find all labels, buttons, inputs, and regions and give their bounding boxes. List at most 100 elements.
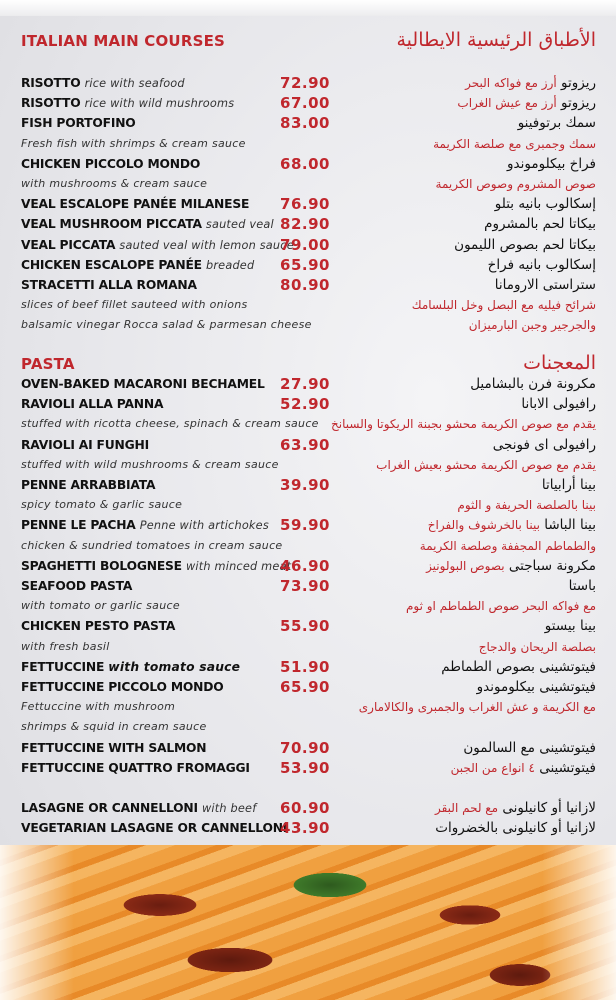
item-name-ar: بيكاتا لحم بالمشروم (484, 214, 596, 234)
item-name-ar: فيتوتشينى بيكلوموندو (477, 677, 596, 697)
item-name-ar: فراخ بيكلوموندو (507, 154, 596, 174)
item-name: FETTUCCINE QUATTRO FROMAGGI (21, 758, 250, 778)
item-name-ar-text: إسكالوب بانيه بتلو (494, 196, 596, 213)
item-name-text: FETTUCCINE WITH SALMON (21, 740, 207, 755)
menu-item-description: stuffed with ricotta cheese, spinach & c… (0, 414, 616, 434)
item-name: CHICKEN ESCALOPE PANÉE breaded (21, 255, 254, 276)
item-subtitle: with beef (201, 802, 257, 816)
item-price: 70.90 (280, 738, 330, 757)
menu-item: SEAFOOD PASTA 73.90 باستا (0, 576, 616, 596)
item-subtitle: Penne with artichokes (139, 519, 269, 533)
item-description-ar: سمك وجمبرى مع صلصة الكريمة (433, 136, 596, 151)
item-name-text: FETTUCCINE PICCOLO MONDO (21, 680, 224, 694)
item-description-ar: شرائح فيليه مع البصل وخل البلسامك (411, 298, 596, 313)
item-description-ar: يقدم مع صوص الكريمة محشو بجبنة الريكوتا … (331, 417, 596, 432)
menu-item: VEGETARIAN LASAGNE OR CANNELLONI 43.90 لاز… (0, 818, 616, 838)
item-name-ar: بينا الباشا بينا بالخرشوف والفراخ (428, 515, 596, 535)
item-name-ar-text: فيتوتشينى (539, 759, 596, 776)
menu-item-description: balsamic vinegar Rocca salad & parmesan … (0, 315, 616, 335)
item-subtitle-ar: أرز مع عيش الغراب (457, 96, 557, 111)
item-subtitle-ar: ٤ انواع من الجبن (450, 760, 535, 775)
menu-item: STRACETTI ALLA ROMANA 80.90 ستراستى الاروم… (0, 275, 616, 295)
item-name: VEAL ESCALOPE PANÉE MILANESE (21, 194, 249, 214)
item-name-text: LASAGNE OR CANNELLONI (21, 801, 198, 816)
item-subtitle-ar: مع لحم البقر (434, 801, 499, 816)
item-name-text: SEAFOOD PASTA (21, 579, 133, 593)
item-name-ar-text: سمك برتوفينو (517, 115, 596, 132)
item-description-ar: بينا بالصلصة الحريفة و الثوم (457, 498, 596, 513)
item-name-text: RISOTTO (21, 76, 81, 90)
item-name: RISOTTO rice with wild mushrooms (21, 93, 234, 114)
item-name: SEAFOOD PASTA (21, 576, 132, 596)
item-subtitle: with tomato sauce (108, 659, 241, 674)
item-name: RISOTTO rice with seafood (21, 73, 185, 94)
item-name: OVEN-BAKED MACARONI BECHAMEL (21, 374, 265, 394)
item-description: slices of beef fillet sauteed with onion… (21, 298, 248, 312)
item-name-ar: ريزوتو أرز مع فواكه البحر (465, 73, 596, 93)
item-name-text: FETTUCCINE QUATTRO FROMAGGI (21, 760, 250, 775)
item-name-text: RISOTTO (21, 96, 81, 111)
item-name-text: OVEN-BAKED MACARONI BECHAMEL (21, 377, 265, 391)
item-name-text: FETTUCCINE (21, 659, 105, 674)
item-name-text: SPAGHETTI BOLOGNESE (21, 558, 182, 573)
item-description-ar: يقدم مع صوص الكريمة محشو بعيش الغراب (376, 457, 596, 472)
item-description: chicken & sundried tomatoes in cream sau… (21, 538, 283, 552)
item-name-ar-text: بيكاتا لحم بصوص الليمون (454, 236, 596, 253)
item-name-ar-text: بينا أرابياتا (541, 477, 596, 493)
menu-item: FETTUCCINE with tomato sauce 51.90 فيتوتشي… (0, 657, 616, 677)
item-name-text: STRACETTI ALLA ROMANA (21, 278, 197, 292)
item-name-text: VEGETARIAN LASAGNE OR CANNELLONI (21, 821, 288, 836)
item-name-ar: سمك برتوفينو (518, 113, 596, 133)
item-name-ar-text: رافيولى اى فونجى (492, 436, 596, 453)
item-name-text: VEAL MUSHROOM PICCATA (21, 217, 202, 232)
item-name-ar: بينا أرابياتا (542, 475, 596, 495)
item-name-ar: بيكاتا لحم بصوص الليمون (454, 235, 596, 255)
item-description: with fresh basil (21, 639, 110, 653)
item-price: 39.90 (280, 476, 330, 494)
item-description: balsamic vinegar Rocca salad & parmesan … (21, 318, 312, 332)
item-price: 46.90 (280, 556, 330, 575)
item-name-ar-text: رافيولى الابانا (521, 396, 596, 413)
item-price: 51.90 (280, 657, 330, 676)
item-subtitle: sauted veal (205, 218, 274, 232)
item-name-ar-text: مكرونة سباجتى (508, 557, 596, 574)
item-description: with tomato or garlic sauce (21, 599, 180, 613)
item-price: 52.90 (280, 395, 330, 414)
section-title-main-courses: ITALIAN MAIN COURSES (21, 32, 226, 50)
item-price: 43.90 (280, 819, 330, 838)
item-description-ar: مع الكريمة و عش الغراب والجمبرى والكالام… (358, 700, 596, 715)
menu-item: PENNE LE PACHA Penne with artichokes 59.9… (0, 515, 616, 535)
item-name: SPAGHETTI BOLOGNESE with minced meat (21, 556, 291, 577)
item-name-ar: ستراستى الارومانا (495, 275, 596, 295)
item-description: shrimps & squid in cream sauce (21, 720, 207, 734)
item-name-ar: مكرونة سباجتى بصوص البولونيز (426, 556, 596, 576)
item-name-ar: باستا (569, 576, 596, 596)
menu-item: LASAGNE OR CANNELLONI with beef 60.90 لازا… (0, 798, 616, 818)
menu-item: CHICKEN PESTO PASTA 55.90 بينا بيستو (0, 616, 616, 636)
item-name-ar-text: بينا الباشا (544, 517, 596, 534)
item-description-ar: مع فواكه البحر صوص الطماطم او ثوم (405, 599, 596, 614)
item-description: Fettuccine with mushroom (21, 700, 176, 714)
item-price: 27.90 (280, 375, 330, 393)
item-name: CHICKEN PESTO PASTA (21, 616, 175, 636)
item-description-ar: بصلصة الريحان والدجاج (478, 639, 596, 654)
item-description: stuffed with wild mushrooms & cream sauc… (21, 457, 279, 471)
item-name-text: VEAL ESCALOPE PANÉE MILANESE (21, 197, 250, 212)
item-name-ar: فيتوتشينى بصوص الطماطم (441, 657, 596, 677)
item-name-text: FISH PORTOFINO (21, 116, 136, 131)
item-subtitle: rice with seafood (84, 77, 185, 90)
menu-item-description: Fresh fish with shrimps & cream sauce سمك… (0, 134, 616, 154)
menu-item-description: Fettuccine with mushroom مع الكريمة و عش … (0, 697, 616, 717)
menu-item: SPAGHETTI BOLOGNESE with minced meat 46.9… (0, 556, 616, 576)
item-name-text: PENNE ARRABBIATA (21, 478, 156, 492)
item-name-ar: إسكالوب بانيه فراخ (488, 255, 596, 275)
pasta-photo (0, 845, 616, 1000)
menu-item: FETTUCCINE WITH SALMON 70.90 فيتوتشينى مع … (0, 738, 616, 758)
item-name-ar-text: ستراستى الارومانا (494, 277, 596, 293)
item-name-ar-text: فراخ بيكلوموندو (507, 155, 596, 172)
item-price: 60.90 (280, 799, 330, 818)
item-price: 55.90 (280, 617, 330, 636)
item-name-ar: رافيولى الابانا (521, 394, 596, 414)
item-name: FETTUCCINE with tomato sauce (21, 657, 240, 677)
